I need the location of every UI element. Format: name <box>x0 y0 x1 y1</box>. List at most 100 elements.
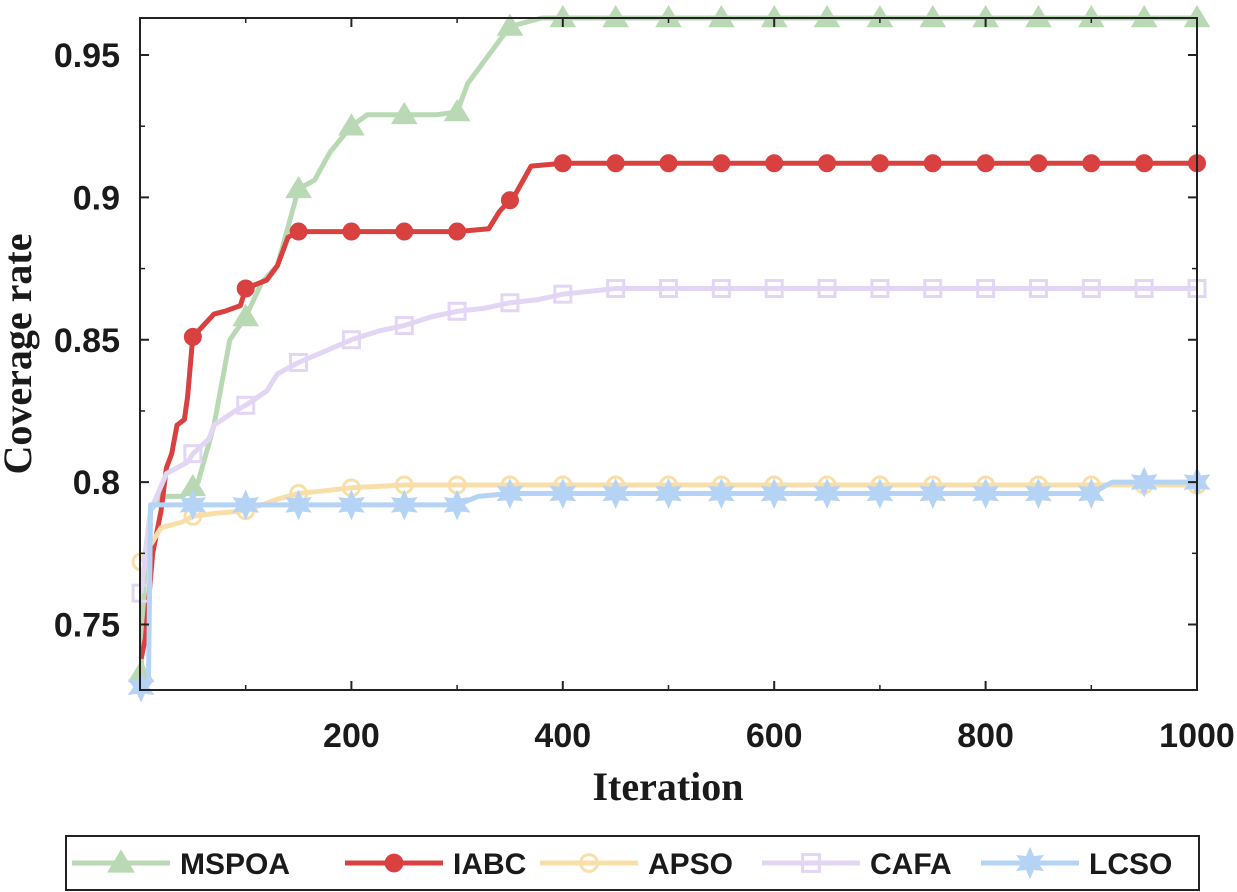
marker-lcso <box>285 489 312 521</box>
series-cafa <box>131 279 1207 603</box>
marker-cafa <box>1134 279 1154 299</box>
marker-mspoa <box>708 5 735 28</box>
marker-cafa <box>764 279 784 299</box>
marker-mspoa <box>232 304 260 327</box>
legend-marker-iabc <box>384 853 404 873</box>
marker-iabc <box>1082 154 1101 173</box>
marker-lcso <box>127 671 155 703</box>
legend-label: MSPOA <box>180 848 290 881</box>
x-tick-label: 600 <box>746 717 803 755</box>
marker-lcso <box>549 478 577 509</box>
marker-cafa <box>659 279 678 299</box>
marker-cafa <box>923 279 943 299</box>
marker-iabc <box>1135 154 1154 173</box>
marker-mspoa <box>919 5 947 28</box>
marker-cafa <box>976 279 996 299</box>
marker-lcso <box>496 478 524 509</box>
marker-mspoa <box>496 13 524 36</box>
legend: MSPOA IABC APSO CAFA LCSO <box>72 846 1172 881</box>
legend-item-apso: APSO <box>540 848 733 881</box>
marker-mspoa <box>866 5 894 28</box>
series-mspoa <box>127 5 1211 683</box>
legend-marker-lcso <box>1016 846 1044 880</box>
marker-mspoa <box>813 5 841 28</box>
legend-item-cafa: CAFA <box>762 848 952 881</box>
marker-lcso <box>602 478 630 509</box>
series-iabc <box>138 154 1206 660</box>
marker-iabc <box>183 327 202 346</box>
marker-cafa <box>236 395 256 415</box>
legend-label: APSO <box>648 848 733 881</box>
legend-marker-apso <box>579 853 599 873</box>
marker-iabc <box>553 154 572 173</box>
marker-cafa <box>1081 279 1101 299</box>
marker-lcso <box>655 478 682 509</box>
marker-iabc <box>923 154 942 173</box>
legend-item-lcso: LCSO <box>981 846 1172 881</box>
marker-lcso <box>443 489 471 521</box>
legend-label: IABC <box>453 848 526 881</box>
legend-item-mspoa: MSPOA <box>72 848 290 881</box>
x-tick-label: 400 <box>534 717 591 755</box>
axis-ticks: 200 400 600 800 1000 0.75 0.8 0.85 0.9 0.95 <box>54 18 1235 755</box>
y-tick-label: 0.85 <box>54 322 120 360</box>
marker-iabc <box>765 154 784 173</box>
marker-mspoa <box>655 5 682 28</box>
marker-cafa <box>817 279 837 299</box>
marker-cafa <box>183 444 203 464</box>
marker-iabc <box>342 222 361 241</box>
series-line-mspoa <box>138 15 1197 673</box>
legend-marker-cafa <box>801 853 821 873</box>
marker-iabc <box>818 154 837 173</box>
marker-cafa <box>289 353 309 373</box>
marker-lcso <box>760 478 788 509</box>
marker-iabc <box>289 222 308 241</box>
x-tick-label: 800 <box>957 717 1014 755</box>
marker-mspoa <box>338 113 365 136</box>
x-axis-title: Iteration <box>592 764 743 809</box>
marker-lcso <box>1130 466 1158 498</box>
marker-cafa <box>341 330 361 350</box>
marker-mspoa <box>443 99 471 122</box>
marker-lcso <box>337 489 365 521</box>
marker-mspoa <box>285 175 312 199</box>
x-tick-label: 1000 <box>1159 717 1235 755</box>
series-lcso <box>127 466 1211 703</box>
y-tick-label: 0.75 <box>54 607 120 645</box>
marker-iabc <box>448 222 467 241</box>
marker-lcso <box>390 489 418 521</box>
legend-label: LCSO <box>1089 848 1172 881</box>
marker-cafa <box>500 293 520 313</box>
marker-cafa <box>394 316 414 336</box>
legend-item-iabc: IABC <box>345 848 526 881</box>
marker-iabc <box>659 154 678 173</box>
marker-lcso <box>707 478 735 509</box>
marker-iabc <box>395 222 414 241</box>
marker-iabc <box>712 154 731 173</box>
y-tick-label: 0.95 <box>54 37 120 75</box>
marker-mspoa <box>1130 5 1158 28</box>
y-tick-label: 0.9 <box>73 179 120 217</box>
marker-mspoa <box>1077 5 1105 28</box>
marker-iabc <box>1029 154 1048 173</box>
legend-marker-mspoa <box>107 849 135 873</box>
marker-iabc <box>870 154 889 173</box>
marker-lcso <box>972 478 1000 509</box>
series-line-cafa <box>138 286 1197 594</box>
marker-cafa <box>1028 279 1048 299</box>
marker-mspoa <box>1025 5 1052 28</box>
marker-lcso <box>1025 478 1052 509</box>
marker-lcso <box>919 478 947 509</box>
marker-lcso <box>813 478 841 509</box>
marker-iabc <box>976 154 995 173</box>
marker-lcso <box>179 489 207 521</box>
marker-mspoa <box>602 5 629 28</box>
marker-cafa <box>553 284 573 304</box>
y-tick-label: 0.8 <box>73 464 120 502</box>
marker-cafa <box>606 279 626 299</box>
marker-iabc <box>606 154 625 173</box>
marker-lcso <box>866 478 894 509</box>
marker-cafa <box>870 279 890 299</box>
x-tick-label: 200 <box>323 717 380 755</box>
series-layer <box>127 5 1211 703</box>
